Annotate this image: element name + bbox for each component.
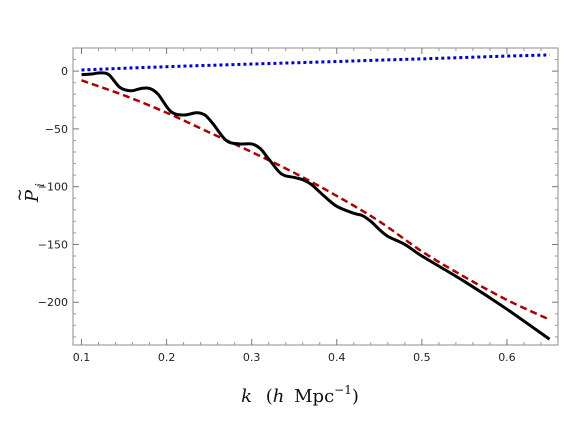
- axis-tick-labels: 0.1 0.2 0.3 0.4 0.5 0.6 0 −50 −100 −150 −200: [38, 65, 516, 364]
- x-tick-label: 0.6: [498, 351, 516, 364]
- plot-frame: [72, 47, 559, 346]
- x-tick-label: 0.5: [413, 351, 431, 364]
- x-tick-label: 0.4: [328, 351, 346, 364]
- y-tick-label: 0: [61, 65, 68, 78]
- y-tick-label: −150: [38, 238, 68, 251]
- y-axis-label-subscript: i: [33, 183, 47, 187]
- x-axis-label: k (h Mpc−1): [241, 383, 359, 407]
- x-tick-label: 0.3: [243, 351, 261, 364]
- x-tick-label: 0.2: [158, 351, 176, 364]
- axis-ticks: [73, 48, 558, 345]
- y-axis-label-symbol: P: [22, 189, 43, 203]
- series-group: [81, 53, 551, 341]
- y-axis-label: P ~ i: [10, 183, 47, 203]
- series-line-solid: [81, 71, 551, 341]
- x-tick-label: 0.1: [73, 351, 91, 364]
- series-line-dashed: [81, 79, 551, 321]
- y-tick-label: −100: [38, 181, 68, 194]
- y-tick-label: −200: [38, 296, 68, 309]
- y-tick-label: −50: [45, 123, 68, 136]
- series-line-dotted: [81, 53, 550, 72]
- y-axis-label-tilde: ~: [10, 188, 29, 201]
